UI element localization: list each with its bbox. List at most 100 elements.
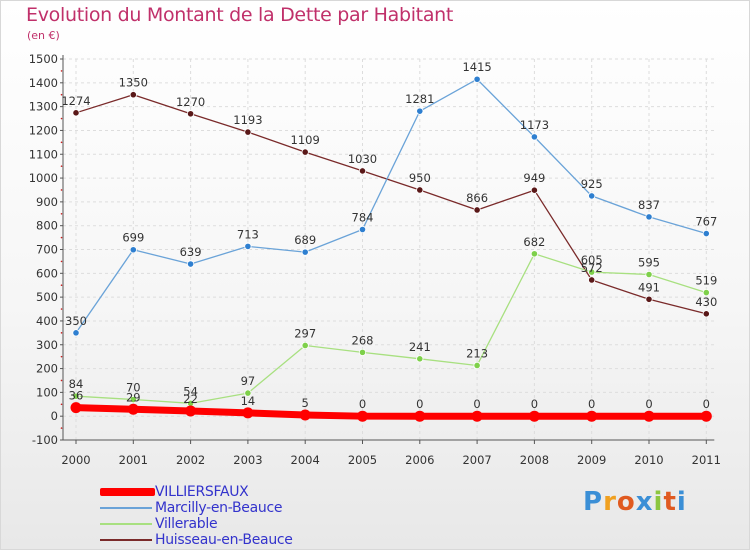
y-minor-dot [60, 260, 63, 263]
legend-swatch-villiersfaux [100, 488, 155, 496]
data-point-huisseau-en-beauce [129, 91, 137, 99]
proxiti-logo: Proxiti [583, 487, 687, 517]
legend-label-villerable: Villerable [155, 516, 218, 532]
y-tick-label: 1300 [29, 100, 58, 114]
series-line-villerable [75, 253, 707, 404]
data-label-marcilly-en-beauce: 1415 [462, 60, 491, 74]
data-point-villiersfaux [586, 410, 598, 422]
data-label-marcilly-en-beauce: 767 [695, 215, 717, 229]
data-point-villiersfaux [643, 410, 655, 422]
data-label-villerable: 213 [466, 346, 488, 360]
y-tick-label: 600 [36, 266, 58, 280]
logo-letter: i [676, 487, 687, 517]
data-label-villiersfaux: 5 [302, 396, 309, 410]
data-label-villerable: 297 [294, 326, 316, 340]
y-tick-label: 1000 [29, 171, 58, 185]
data-point-villiersfaux [528, 410, 540, 422]
x-tick-label: 2009 [577, 453, 606, 467]
y-tick-label: 300 [36, 338, 58, 352]
y-minor-dot [60, 427, 63, 429]
data-point-huisseau-en-beauce [473, 206, 481, 214]
data-label-marcilly-en-beauce: 837 [638, 198, 660, 212]
y-minor-dot [60, 70, 63, 72]
data-point-villiersfaux [471, 410, 483, 422]
legend-label-villiersfaux: VILLIERSFAUX [155, 484, 249, 500]
data-point-huisseau-en-beauce [530, 186, 539, 194]
data-point-villerable [129, 395, 137, 404]
data-point-marcilly-en-beauce [530, 133, 539, 141]
data-point-villiersfaux [185, 405, 197, 417]
y-minor-dot [60, 403, 63, 406]
legend-item-villerable: Villerable [100, 516, 340, 532]
legend-swatch-marcilly-en-beauce [100, 507, 152, 509]
y-minor-dot [60, 284, 63, 287]
y-tick-label: 400 [36, 314, 58, 328]
data-point-villerable [72, 392, 80, 400]
y-tick-label: 1400 [29, 76, 58, 90]
data-point-marcilly-en-beauce [187, 260, 195, 268]
data-point-marcilly-en-beauce [416, 107, 424, 115]
data-label-villiersfaux: 0 [359, 397, 366, 411]
data-point-marcilly-en-beauce [358, 225, 367, 234]
chart-subtitle: (en €) [27, 29, 60, 42]
y-minor-dot [60, 117, 63, 120]
legend-item-villiersfaux: VILLIERSFAUX [100, 484, 340, 500]
data-label-villiersfaux: 0 [703, 397, 710, 411]
data-label-villiersfaux: 0 [416, 397, 423, 411]
data-point-marcilly-en-beauce [72, 329, 80, 337]
logo-letter: t [663, 487, 677, 517]
data-point-huisseau-en-beauce [244, 128, 252, 136]
data-point-villerable [244, 389, 252, 397]
x-tick-label: 2008 [520, 453, 549, 467]
data-label-huisseau-en-beauce: 1350 [119, 76, 148, 90]
y-minor-dot [60, 189, 63, 191]
data-point-villerable [530, 250, 539, 258]
data-label-villerable: 241 [409, 340, 431, 354]
data-point-marcilly-en-beauce [645, 213, 653, 221]
y-minor-dot [60, 141, 63, 144]
data-label-villiersfaux: 0 [531, 397, 538, 411]
logo-letter: o [616, 487, 636, 517]
y-tick-label: 100 [36, 385, 58, 399]
series-line-marcilly-en-beauce [75, 78, 707, 334]
data-point-marcilly-en-beauce [244, 242, 252, 251]
data-label-villerable: 519 [695, 274, 717, 288]
data-point-villiersfaux [242, 407, 254, 419]
data-label-villiersfaux: 0 [473, 397, 480, 411]
series-line-villiersfaux [72, 404, 710, 420]
legend-item-huisseau-en-beauce: Huisseau-en-Beauce [100, 532, 340, 548]
series-line-huisseau-en-beauce [75, 94, 707, 315]
logo-letter: P [583, 487, 604, 517]
y-minor-dot [60, 355, 63, 358]
data-point-huisseau-en-beauce [187, 110, 195, 118]
data-label-villerable: 605 [581, 253, 603, 267]
data-label-villiersfaux: 22 [183, 392, 198, 406]
data-label-villerable: 70 [126, 381, 141, 395]
data-label-villiersfaux: 14 [241, 394, 256, 408]
data-point-villiersfaux [357, 410, 368, 422]
data-label-villerable: 84 [69, 377, 84, 391]
y-tick-label: 0 [51, 409, 58, 423]
data-label-marcilly-en-beauce: 699 [122, 231, 144, 245]
data-point-villiersfaux [700, 410, 712, 422]
y-tick-label: 700 [36, 243, 58, 257]
y-minor-dot [60, 332, 63, 334]
data-label-villiersfaux: 0 [588, 397, 595, 411]
data-label-villiersfaux: 36 [69, 389, 84, 403]
chart-title: Evolution du Montant de la Dette par Hab… [26, 4, 454, 26]
data-label-huisseau-en-beauce: 1274 [61, 94, 90, 108]
logo-letter: x [635, 487, 654, 517]
data-point-huisseau-en-beauce [301, 148, 309, 156]
y-tick-label: 1100 [29, 147, 58, 161]
logo-letter: i [653, 487, 664, 517]
data-label-huisseau-en-beauce: 430 [695, 295, 717, 309]
data-label-marcilly-en-beauce: 639 [180, 245, 202, 259]
x-tick-label: 2002 [176, 453, 205, 467]
data-label-villerable: 682 [523, 235, 545, 249]
data-point-villerable [358, 348, 367, 356]
data-point-marcilly-en-beauce [702, 229, 710, 238]
y-tick-label: 900 [36, 195, 58, 209]
data-label-villerable: 54 [183, 384, 198, 398]
